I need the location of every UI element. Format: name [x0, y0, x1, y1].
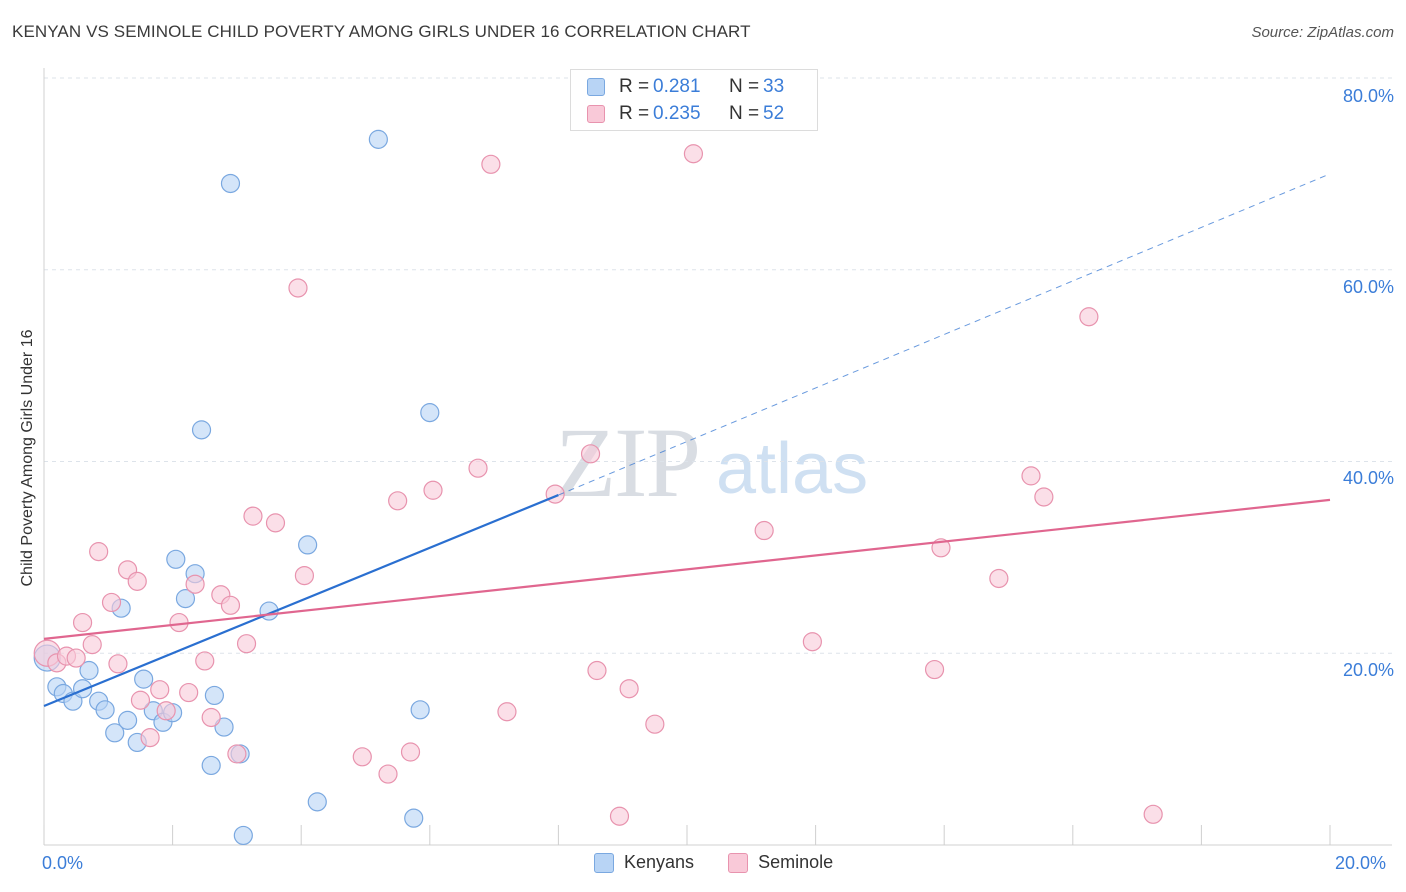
- seminole-point: [265, 513, 286, 533]
- seminole-point: [227, 744, 247, 764]
- seminole-point: [400, 742, 421, 762]
- seminole-point: [1079, 307, 1099, 327]
- kenyans-point: [298, 535, 318, 555]
- kenyans-point: [79, 660, 99, 681]
- n-value: 33: [763, 76, 785, 97]
- seminole-point: [89, 542, 109, 562]
- r-label: R =: [619, 76, 650, 97]
- seminole-point: [1143, 804, 1163, 824]
- y-tick-label-20: 20.0%: [1342, 660, 1394, 680]
- seminole-trend-line: [43, 498, 1331, 640]
- seminole-legend-swatch: [728, 852, 749, 873]
- seminole-point: [580, 444, 601, 464]
- kenyans-point: [134, 669, 154, 689]
- kenyans-point: [307, 792, 327, 812]
- kenyans-trend-extension: [558, 173, 1331, 496]
- seminole-point: [195, 651, 215, 671]
- seminole-point: [127, 571, 147, 591]
- kenyans-point: [175, 589, 196, 609]
- seminole-point: [243, 506, 263, 526]
- seminole-point: [66, 648, 86, 668]
- chart-title: KENYAN VS SEMINOLE CHILD POVERTY AMONG G…: [12, 22, 751, 41]
- seminole-point: [130, 690, 151, 710]
- seminole-point: [924, 659, 945, 680]
- kenyans-point: [204, 685, 224, 706]
- seminole-point: [352, 747, 372, 767]
- r-value: 0.281: [653, 76, 701, 97]
- kenyans-point: [95, 700, 115, 720]
- kenyans-point: [166, 549, 186, 569]
- seminole-swatch: [587, 105, 605, 123]
- seminole-point: [683, 144, 704, 164]
- y-tick-label-80: 80.0%: [1342, 86, 1394, 106]
- seminole-point: [288, 278, 308, 298]
- seminole-point: [140, 728, 160, 748]
- legend-item-kenyans[interactable]: Kenyans: [594, 852, 694, 873]
- kenyans-point: [72, 679, 93, 699]
- seminole-point: [645, 714, 665, 734]
- seminole-point: [294, 565, 315, 586]
- seminole-point: [82, 635, 102, 655]
- kenyans-point: [410, 700, 430, 720]
- kenyans-point: [117, 710, 138, 730]
- seminole-point: [388, 491, 408, 511]
- stats-legend: R = 0.281 N = 33 R = 0.235 N = 52: [570, 69, 818, 131]
- kenyans-point: [214, 717, 234, 737]
- seminole-point: [220, 595, 241, 615]
- seminole-point: [108, 654, 128, 674]
- seminole-point: [201, 707, 221, 728]
- legend-label-seminole: Seminole: [758, 852, 834, 872]
- watermark-atlas: atlas: [716, 429, 869, 509]
- seminole-point: [185, 574, 205, 594]
- kenyans-point: [233, 825, 253, 846]
- seminole-point: [619, 679, 639, 699]
- kenyans-point: [105, 723, 125, 743]
- seminole-point: [497, 702, 517, 722]
- kenyans-point: [420, 403, 440, 423]
- stats-row-seminole: R = 0.235 N = 52: [587, 103, 784, 125]
- x-tick-label-max: 20.0%: [1335, 853, 1387, 873]
- n-label: N =: [729, 76, 760, 97]
- n-value: 52: [763, 103, 785, 124]
- x-tick-label-min: 0.0%: [42, 853, 84, 873]
- kenyans-legend-swatch: [594, 852, 614, 873]
- kenyans-point: [191, 420, 212, 440]
- r-value: 0.235: [653, 103, 701, 124]
- y-tick-label-60: 60.0%: [1342, 277, 1394, 297]
- kenyans-point: [404, 808, 424, 828]
- seminole-point: [378, 764, 398, 784]
- legend-label-kenyans: Kenyans: [624, 852, 695, 872]
- r-label: R =: [619, 103, 650, 124]
- kenyans-swatch: [587, 78, 605, 96]
- source-label: Source: ZipAtlas.com: [1251, 24, 1394, 41]
- seminole-point: [802, 632, 822, 652]
- kenyans-point: [368, 129, 388, 149]
- seminole-point: [468, 458, 488, 478]
- seminole-point: [481, 154, 501, 174]
- legend-item-seminole[interactable]: Seminole: [728, 852, 833, 873]
- seminole-point: [423, 480, 443, 500]
- seminole-point: [72, 612, 93, 633]
- y-tick-label-40: 40.0%: [1342, 468, 1394, 488]
- kenyans-point: [201, 755, 221, 776]
- seminole-point: [1021, 466, 1041, 486]
- seminole-point: [179, 682, 199, 703]
- seminole-point: [150, 680, 170, 700]
- seminole-point: [609, 806, 630, 826]
- seminole-point: [101, 592, 122, 613]
- stats-row-kenyans: R = 0.281 N = 33: [587, 76, 784, 98]
- watermark-zip: ZIP: [555, 407, 701, 518]
- seminole-point: [236, 634, 257, 654]
- seminole-point: [989, 568, 1009, 589]
- seminole-point: [754, 520, 774, 541]
- seminole-point: [587, 660, 607, 681]
- seminole-point: [156, 701, 176, 721]
- kenyans-point: [220, 173, 241, 194]
- series-legend: Kenyans Seminole: [594, 852, 867, 873]
- kenyans-trend-line: [43, 494, 559, 707]
- seminole-point: [1034, 487, 1054, 507]
- n-label: N =: [729, 103, 760, 124]
